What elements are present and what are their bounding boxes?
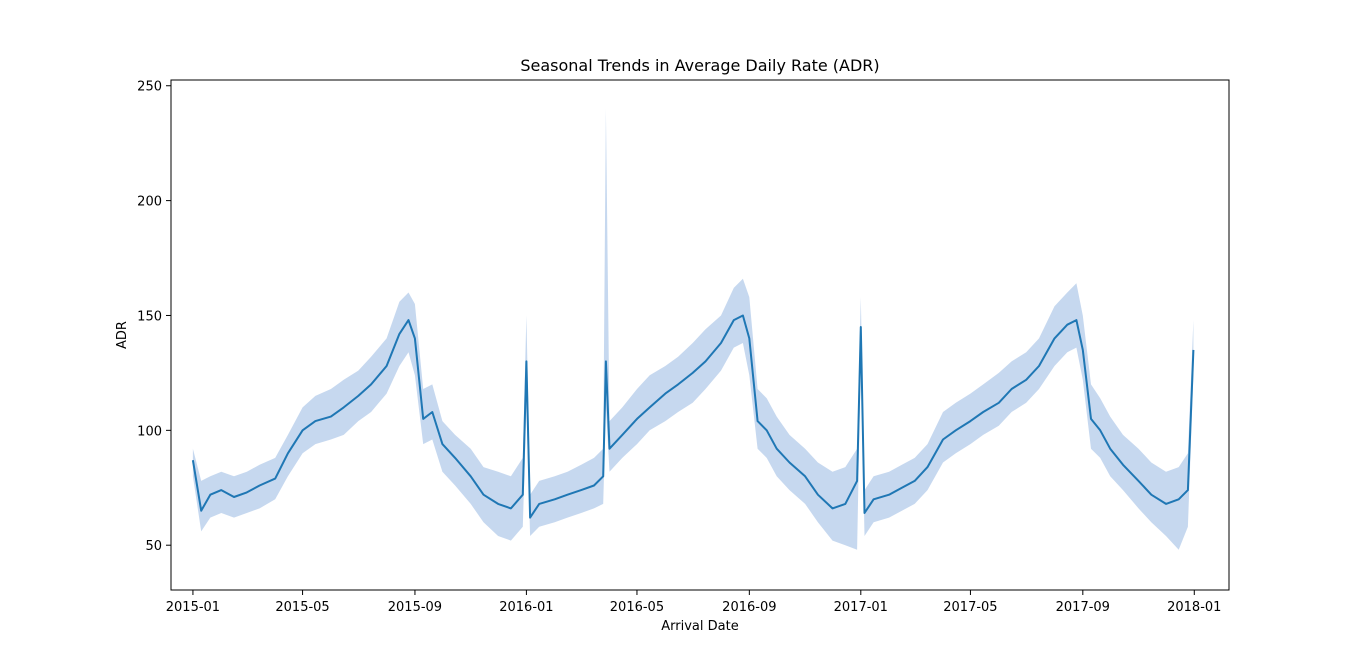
y-axis: 50 100 150 200 250: [137, 80, 171, 554]
y-tick-label-4: 250: [137, 80, 162, 95]
plot-frame: [170, 79, 1230, 591]
y-axis-label: ADR: [115, 321, 130, 349]
x-tick-label-5: 2016-09: [722, 600, 776, 615]
y-tick-label-2: 150: [137, 309, 162, 324]
plot-area: [191, 108, 1195, 550]
x-tick-label-1: 2015-05: [275, 600, 329, 615]
x-tick-label-0: 2015-01: [166, 600, 220, 615]
series-line-0: [191, 314, 1195, 519]
x-tick-label-8: 2017-09: [1056, 600, 1110, 615]
confidence-band-0: [192, 108, 1194, 550]
x-tick-label-2: 2015-09: [388, 600, 442, 615]
y-tick-label-1: 100: [137, 424, 162, 439]
x-tick-label-6: 2017-01: [834, 600, 888, 615]
chart-title: Seasonal Trends in Average Daily Rate (A…: [520, 56, 879, 75]
y-tick-label-3: 200: [137, 195, 162, 210]
x-tick-label-3: 2016-01: [499, 600, 553, 615]
x-tick-label-7: 2017-05: [943, 600, 997, 615]
x-axis-label: Arrival Date: [661, 619, 738, 634]
x-axis: 2015-01 2015-05 2015-09 2016-01 2016-05 2016-…: [166, 590, 1221, 615]
x-tick-label-9: 2018-01: [1167, 600, 1221, 615]
x-tick-label-4: 2016-05: [610, 600, 664, 615]
y-tick-label-0: 50: [145, 539, 162, 554]
